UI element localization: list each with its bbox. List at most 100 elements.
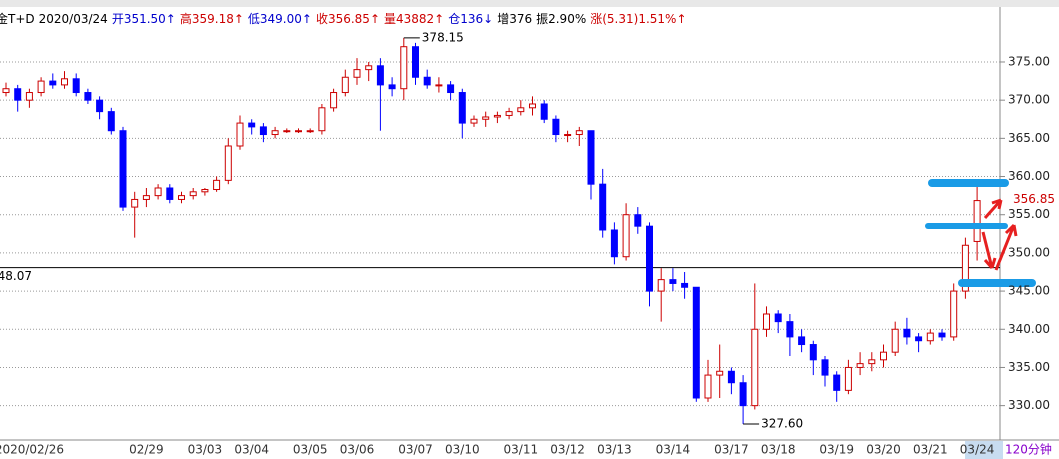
candle-body: [599, 183, 607, 231]
candle-body: [692, 286, 700, 399]
candle-body: [482, 116, 490, 120]
candle-body: [96, 99, 104, 113]
header: 金T+D 2020/03/24 开351.50↑ 高359.18↑ 低349.00↑ 收3…: [0, 11, 687, 26]
x-tick-label: 03/19: [819, 443, 854, 457]
candle-body: [517, 107, 525, 113]
candle-body: [727, 370, 735, 384]
candle-body: [774, 313, 782, 323]
candle-body: [353, 69, 361, 78]
candle-body: [973, 200, 981, 242]
extreme-label: 378.15: [422, 30, 464, 44]
grid: [0, 61, 1005, 407]
candle-body: [903, 328, 911, 338]
candle-body: [844, 366, 852, 391]
arrow: [981, 231, 997, 269]
candle-body: [72, 78, 80, 94]
candle-body: [739, 382, 747, 407]
x-tick-label: 02/29: [129, 443, 164, 457]
candle-body: [376, 65, 384, 86]
x-tick-label: 03/17: [714, 443, 749, 457]
candle-body: [412, 46, 419, 78]
candle-body: [400, 46, 408, 90]
candle-body: [622, 214, 630, 258]
extreme-label: 327.60: [761, 416, 803, 430]
candle-body: [119, 130, 127, 208]
x-tick-label: 03/06: [340, 443, 375, 457]
candle-body: [49, 80, 57, 86]
candle-body: [505, 111, 513, 116]
candle-body: [529, 103, 536, 109]
candle-body: [809, 344, 817, 361]
header-item: 仓136↓: [448, 12, 493, 26]
x-tick-label: 03/13: [597, 443, 632, 457]
candle-body: [236, 122, 244, 147]
candle-body: [271, 130, 279, 136]
candle-body: [166, 187, 174, 200]
labels: 330.00 335.00 340.00 345.00 350.00 355.00 360.…: [0, 30, 1055, 456]
candle-body: [681, 282, 689, 288]
x-tick-label: 03/14: [656, 443, 691, 457]
header-item: 收356.85↑: [316, 12, 380, 26]
candle-body: [131, 198, 139, 208]
candle-body: [704, 374, 712, 399]
candle-body: [388, 84, 396, 90]
candle-body: [142, 195, 150, 200]
candle-body: [154, 187, 162, 197]
header-item: 金T+D: [0, 11, 35, 26]
x-tick-label: 03/03: [188, 443, 223, 457]
current-date-highlight: [965, 441, 1003, 459]
candle-body: [423, 76, 431, 86]
candle-body: [868, 359, 876, 365]
candle-body: [880, 351, 887, 361]
candle-body: [458, 92, 466, 124]
candle-body: [856, 363, 864, 368]
header-text: 金T+D 2020/03/24 开351.50↑ 高359.18↑ 低349.00↑ 收3…: [0, 11, 687, 26]
candle-body: [786, 321, 794, 338]
x-tick-label: 03/18: [761, 443, 796, 457]
annotations: [925, 179, 1036, 287]
candle-body: [470, 118, 478, 124]
candle-body: [610, 229, 618, 258]
candle-body: [552, 118, 560, 136]
x-tick-label: 03/20: [866, 443, 901, 457]
candle-body: [2, 88, 10, 94]
header-item: 2020/03/24: [39, 12, 108, 26]
candle-body: [950, 290, 958, 338]
x-tick-label: 03/07: [398, 443, 433, 457]
header-item: 开351.50↑: [112, 12, 176, 26]
y-tick-label: 375.00: [1008, 54, 1050, 68]
candle-body: [224, 145, 232, 181]
price-line-label: 348.07: [0, 269, 32, 283]
y-tick-label: 355.00: [1008, 207, 1050, 221]
candles: [2, 37, 981, 424]
period-label: 120分钟: [1005, 442, 1052, 457]
x-tick-label: 03/05: [293, 443, 328, 457]
candle-body: [575, 130, 583, 136]
candle-body: [283, 130, 291, 133]
candle-body: [248, 122, 256, 128]
candle-body: [61, 78, 68, 86]
header-item: 高359.18↑: [180, 11, 244, 26]
candle-body: [295, 130, 302, 133]
y-tick-label: 335.00: [1008, 360, 1050, 374]
header-item: 量43882↑: [384, 12, 444, 26]
header-item: 涨(5.31)1.51%↑: [590, 11, 686, 26]
header-item: 振2.90%: [536, 12, 586, 26]
candle-body: [306, 130, 314, 133]
candle-body: [634, 214, 642, 227]
y-tick-label: 330.00: [1008, 398, 1050, 412]
candle-body: [213, 179, 221, 191]
candle-body: [716, 370, 724, 376]
candle-body: [938, 332, 946, 338]
arrow: [983, 198, 1003, 219]
x-tick-label: 03/10: [445, 443, 480, 457]
candle-body: [669, 279, 677, 284]
candle-body: [657, 279, 665, 292]
y-tick-label: 360.00: [1008, 169, 1050, 183]
y-tick-label: 350.00: [1008, 245, 1050, 259]
toolbar-strip: [0, 0, 1059, 7]
candle-body: [178, 195, 185, 200]
candle-body: [37, 80, 45, 94]
header-item: 增376: [497, 12, 532, 26]
